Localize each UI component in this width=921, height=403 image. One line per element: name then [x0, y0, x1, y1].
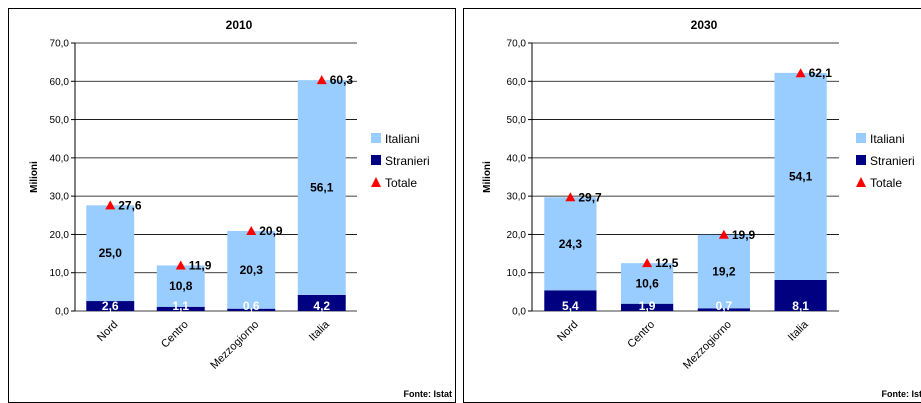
y-tick-label: 60,0	[50, 77, 70, 88]
value-label-totale-centro: 11,9	[189, 258, 212, 272]
chart-title: 2010	[226, 18, 253, 32]
marker-totale-centro	[642, 258, 653, 268]
y-tick-label: 20,0	[50, 230, 70, 241]
source-note: Fonte: Istat	[882, 389, 921, 399]
bar-italiani-nord	[86, 205, 135, 302]
value-label-totale-italia: 62,1	[809, 66, 833, 80]
y-tick-label: 50,0	[50, 115, 70, 126]
y-tick-label: 30,0	[50, 192, 70, 203]
x-tick-label-centro: Centro	[159, 319, 191, 351]
bar-stranieri-mezzogiorno	[227, 308, 276, 311]
x-tick-label-mezzogiorno: Mezzogiorno	[208, 319, 261, 372]
legend-swatch-stranieri	[856, 155, 866, 165]
marker-totale-italia	[795, 68, 806, 78]
legend-swatch-italiani	[371, 133, 381, 143]
value-label-totale-nord: 29,7	[578, 190, 602, 204]
value-label-italiani-mezzogiorno: 20,3	[240, 263, 264, 277]
bar-stranieri-centro	[621, 303, 674, 311]
marker-totale-mezzogiorno	[718, 229, 729, 239]
bar-italiani-italia	[774, 72, 827, 280]
y-tick-label: 20,0	[507, 230, 527, 241]
value-label-totale-mezzogiorno: 19,9	[732, 228, 756, 242]
legend-label-totale: Totale	[870, 176, 902, 190]
value-label-italiani-centro: 10,8	[169, 279, 193, 293]
x-tick-label-mezzogiorno: Mezzogiorno	[681, 319, 734, 372]
x-tick-label-nord: Nord	[95, 319, 120, 344]
value-label-italiani-italia: 56,1	[310, 181, 334, 195]
x-tick-label-italia: Italia	[307, 318, 333, 344]
bar-italiani-nord	[544, 197, 597, 291]
bar-stranieri-centro	[156, 306, 205, 311]
value-label-stranieri-nord: 2,6	[102, 299, 119, 313]
y-tick-label: 10,0	[50, 268, 70, 279]
legend-label-italiani: Italiani	[385, 132, 420, 146]
y-axis-label: Milioni	[29, 161, 40, 193]
chart-title: 2030	[691, 18, 718, 32]
value-label-italiani-nord: 24,3	[559, 237, 583, 251]
value-label-stranieri-mezzogiorno: 0,6	[243, 299, 260, 313]
legend-label-italiani: Italiani	[870, 132, 905, 146]
x-tick-label-centro: Centro	[625, 319, 657, 351]
bar-italiani-italia	[297, 80, 346, 295]
value-label-italiani-centro: 10,6	[635, 276, 659, 290]
value-label-totale-nord: 27,6	[118, 198, 142, 212]
marker-totale-italia	[316, 75, 327, 85]
legend-swatch-stranieri	[371, 155, 381, 165]
value-label-stranieri-italia: 4,2	[313, 299, 330, 313]
value-label-stranieri-mezzogiorno: 0,7	[716, 299, 733, 313]
x-tick-label-italia: Italia	[786, 318, 812, 344]
y-tick-label: 40,0	[50, 153, 70, 164]
value-label-italiani-mezzogiorno: 19,2	[712, 265, 736, 279]
y-tick-label: 60,0	[507, 77, 527, 88]
value-label-totale-italia: 60,3	[330, 73, 354, 87]
y-tick-label: 0,0	[512, 307, 526, 318]
bar-stranieri-nord	[86, 301, 135, 311]
marker-totale-nord	[565, 192, 576, 202]
value-label-stranieri-centro: 1,1	[172, 299, 189, 313]
y-tick-label: 0,0	[55, 307, 69, 318]
y-axis-label: Milioni	[482, 161, 493, 193]
value-label-italiani-nord: 25,0	[99, 246, 123, 260]
chart-panel-2010: 2010 0,0 10,0 20,0 30,0 40,0 50,0 60,0 70,0 Milio…	[8, 8, 456, 403]
bar-stranieri-italia	[774, 279, 827, 311]
legend-swatch-italiani	[856, 133, 866, 143]
value-label-stranieri-italia: 8,1	[792, 299, 809, 313]
bar-italiani-mezzogiorno	[697, 234, 750, 309]
y-tick-label: 50,0	[507, 115, 527, 126]
bar-stranieri-mezzogiorno	[697, 308, 750, 311]
source-note: Fonte: Istat	[404, 389, 453, 399]
value-label-italiani-italia: 54,1	[789, 169, 813, 183]
legend-label-totale: Totale	[385, 176, 417, 190]
legend-label-stranieri: Stranieri	[385, 154, 430, 168]
y-tick-label: 10,0	[507, 268, 527, 279]
bar-italiani-centro	[621, 263, 674, 304]
x-tick-label-nord: Nord	[555, 319, 580, 344]
y-tick-label: 40,0	[507, 153, 527, 164]
chart-2030: 2030 0,0 10,0 20,0 30,0 40,0 50,0 60,0 70,0 Milio…	[482, 18, 921, 399]
value-label-stranieri-centro: 1,9	[639, 299, 656, 313]
bar-italiani-centro	[156, 265, 205, 307]
y-tick-label: 70,0	[50, 39, 70, 50]
chart-2010: 2010 0,0 10,0 20,0 30,0 40,0 50,0 60,0 70,0 Milio…	[29, 18, 453, 399]
legend-marker-totale	[371, 177, 381, 187]
legend-marker-totale	[856, 177, 866, 187]
marker-totale-centro	[175, 260, 186, 270]
marker-totale-nord	[105, 200, 116, 210]
value-label-totale-mezzogiorno: 20,9	[259, 224, 283, 238]
chart-panel-2030: 2030 0,0 10,0 20,0 30,0 40,0 50,0 60,0 70,0 Milio…	[463, 8, 921, 403]
value-label-stranieri-nord: 5,4	[562, 299, 579, 313]
bar-stranieri-italia	[297, 294, 346, 311]
legend-label-stranieri: Stranieri	[870, 154, 915, 168]
y-tick-label: 30,0	[507, 192, 527, 203]
value-label-totale-centro: 12,5	[655, 256, 679, 270]
y-tick-label: 70,0	[507, 39, 527, 50]
bar-stranieri-nord	[544, 290, 597, 311]
marker-totale-mezzogiorno	[246, 225, 257, 235]
bar-italiani-mezzogiorno	[227, 230, 276, 309]
